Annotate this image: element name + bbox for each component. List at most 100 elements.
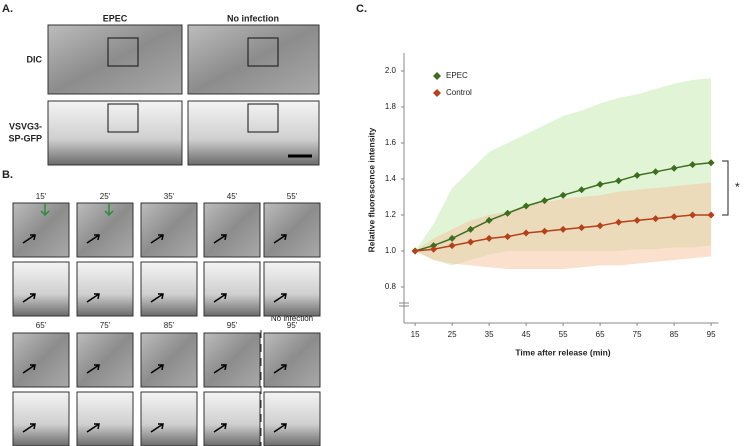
inset-box: [107, 103, 139, 133]
micrograph: [76, 261, 134, 317]
point: [448, 234, 456, 242]
point: [707, 211, 715, 219]
y-tick-label: 0.8: [385, 282, 397, 291]
time-label: 45': [227, 192, 238, 201]
column-header: No infection: [227, 13, 279, 23]
micrograph: [187, 24, 320, 95]
panel-a: A. EPEC No infection DIC VSVG3- SP-GFP: [2, 3, 320, 166]
arrow: [86, 423, 100, 433]
micrograph: [203, 202, 261, 258]
micrograph: [140, 261, 198, 317]
sd-band: [415, 182, 712, 269]
point: [596, 222, 604, 230]
arrow: [86, 293, 100, 303]
arrow: [22, 293, 36, 303]
arrow: [150, 423, 164, 433]
x-tick-label: 25: [448, 330, 457, 339]
point: [707, 159, 715, 167]
time-label: 55': [287, 192, 298, 201]
legend-marker: [433, 89, 441, 97]
x-tick-label: 35: [485, 330, 494, 339]
point: [504, 209, 512, 217]
point: [670, 164, 678, 172]
arrow: [213, 364, 227, 374]
axis-break: [399, 302, 409, 307]
point: [559, 225, 567, 233]
arrow: [150, 293, 164, 303]
arrow: [273, 364, 287, 374]
micrograph: [263, 261, 321, 317]
arrow: [273, 423, 287, 433]
micrograph: [203, 332, 261, 388]
micrograph: [12, 261, 70, 317]
time-label: 25': [100, 192, 111, 201]
y-tick-label: 1.8: [385, 102, 397, 111]
x-tick-label: 65: [596, 330, 605, 339]
micrograph: [263, 391, 321, 446]
x-tick-label: 85: [670, 330, 679, 339]
point: [670, 213, 678, 221]
micrograph: [76, 332, 134, 388]
arrow: [104, 203, 114, 217]
column-header: EPEC: [103, 13, 128, 23]
legend-label: Control: [446, 88, 472, 97]
arrow: [22, 423, 36, 433]
arrow: [150, 364, 164, 374]
point: [578, 224, 586, 232]
point: [522, 229, 530, 237]
legend-marker: [433, 72, 441, 80]
arrow: [86, 364, 100, 374]
time-label: 95': [227, 321, 238, 330]
row-header: DIC: [27, 54, 43, 64]
x-tick-label: 45: [522, 330, 531, 339]
point: [522, 202, 530, 210]
panel-label: C.: [356, 3, 367, 15]
time-label: 95': [287, 321, 298, 330]
arrow: [213, 423, 227, 433]
point: [485, 234, 493, 242]
annotation: *: [735, 180, 740, 194]
micrograph: [140, 391, 198, 446]
micrograph: [47, 100, 183, 166]
micrograph: [12, 332, 70, 388]
panel-c: C. Time after release (min) Relative flu…: [356, 3, 740, 357]
arrow: [86, 234, 100, 244]
row-header: VSVG3-: [9, 121, 42, 131]
panel-b: B. No infection 15' 25' 35' 45' 55' 65' 75' 85'…: [2, 169, 321, 446]
point: [689, 211, 697, 219]
point: [541, 197, 549, 205]
micrograph: [187, 100, 320, 166]
point: [578, 186, 586, 194]
y-tick-label: 1.2: [385, 210, 397, 219]
micrograph: [140, 202, 198, 258]
time-label: 65': [36, 321, 47, 330]
time-label: 35': [164, 192, 175, 201]
panel-label: B.: [2, 169, 13, 181]
arrow: [22, 364, 36, 374]
point: [559, 191, 567, 199]
point: [504, 233, 512, 241]
y-tick-label: 1.6: [385, 138, 397, 147]
point: [485, 216, 493, 224]
arrow: [273, 234, 287, 244]
legend-label: EPEC: [446, 71, 468, 80]
y-tick-label: 2.0: [385, 66, 397, 75]
arrow: [213, 234, 227, 244]
micrograph: [47, 24, 183, 95]
inset-box: [247, 37, 279, 67]
micrograph: [76, 391, 134, 446]
time-label: 15': [36, 192, 47, 201]
micrograph: [263, 332, 321, 388]
x-axis-title: Time after release (min): [515, 347, 610, 357]
arrow: [22, 234, 36, 244]
point: [596, 180, 604, 188]
row-header: SP-GFP: [8, 133, 42, 143]
point: [652, 215, 660, 223]
arrow: [40, 203, 50, 217]
point: [689, 161, 697, 169]
y-tick-label: 1.4: [385, 174, 397, 183]
micrograph: [263, 202, 321, 258]
micrograph: [76, 202, 134, 258]
